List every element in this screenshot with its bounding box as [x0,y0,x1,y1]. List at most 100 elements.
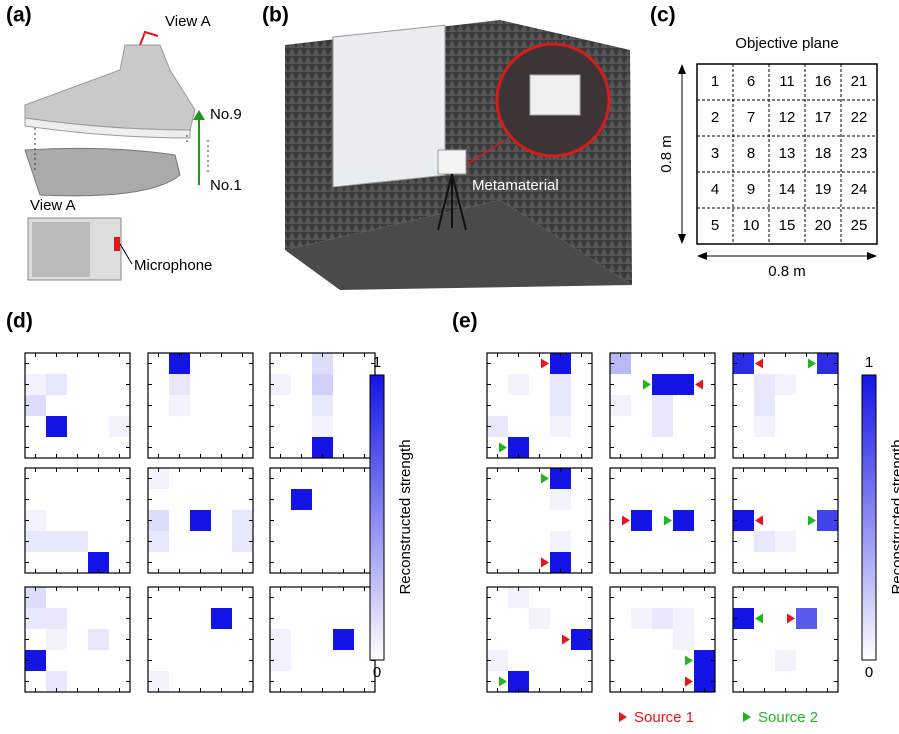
heatmap-cell [673,510,694,531]
width-label: 0.8 m [768,263,806,280]
heatmap-cell [169,395,190,416]
heatmap-cell [88,608,109,629]
heatmap-cell [312,489,333,510]
heatmap-cell [190,650,211,671]
heatmap-cell [312,510,333,531]
heatmap-cell [291,629,312,650]
cell-number: 1 [711,73,719,90]
heatmap-cell [631,629,652,650]
heatmap-cell [312,531,333,552]
cell-number: 18 [815,145,832,162]
cell-number: 17 [815,109,832,126]
heatmap-cell [508,629,529,650]
panel-label: (c) [650,4,676,27]
heatmap-cell [333,416,354,437]
panel-a-drawing [25,32,208,280]
heatmap-cell [631,608,652,629]
heatmap-cell [652,531,673,552]
heatmap-cell [796,650,817,671]
heatmap-cell [211,531,232,552]
heatmap-cell [673,608,694,629]
heatmap-cell [508,531,529,552]
heatmap-cell [46,416,67,437]
cell-number: 19 [815,181,832,198]
heatmap-cell [46,395,67,416]
heatmap-cell [169,608,190,629]
heatmap-cell [631,650,652,671]
heatmap-cell [333,531,354,552]
cell-number: 13 [779,145,796,162]
heatmap-cell [775,395,796,416]
view-label: View A [165,13,211,30]
heatmap-cell [169,510,190,531]
panel-c-title: Objective plane [735,35,838,52]
heatmap-cell [46,531,67,552]
heatmap-cell [529,416,550,437]
heatmap-cell [211,510,232,531]
heatmap-cell [211,489,232,510]
heatmap-cell [46,629,67,650]
heatmap-cell [169,650,190,671]
heatmap-cell [754,416,775,437]
heatmap-cell [312,608,333,629]
heatmap-cell [529,510,550,531]
heatmap-cell [169,629,190,650]
heatmap-cell [775,531,796,552]
heatmap-cell [88,416,109,437]
heatmap-cell [67,374,88,395]
layer-label: No.1 [210,177,242,194]
heatmap-cell [673,416,694,437]
heatmap-cell [291,608,312,629]
heatmap-cell [333,629,354,650]
heatmap-cell [796,531,817,552]
heatmap-cell [46,608,67,629]
heatmap-cell [67,650,88,671]
heatmap-cell [333,395,354,416]
colorbar [370,375,384,660]
heatmap-cell [169,531,190,552]
cell-number: 20 [815,217,832,234]
heatmap-cell [88,531,109,552]
heatmap-cell [312,629,333,650]
heatmap-cell [508,489,529,510]
cell-number: 11 [779,73,795,90]
legend-label: Source 2 [758,709,818,726]
heatmap-cell [631,416,652,437]
heatmap-cell [529,650,550,671]
heatmap-cell [673,374,694,395]
heatmap-cell [67,416,88,437]
heatmap-cell [550,416,571,437]
heatmap-cell [67,489,88,510]
heatmap-cell [88,489,109,510]
cell-number: 8 [747,145,755,162]
heatmap-cell [291,489,312,510]
heatmap-cell [796,395,817,416]
microphone-label: Microphone [134,257,212,274]
heatmap-cell [775,510,796,531]
heatmap-cell [211,374,232,395]
heatmap-cell [333,608,354,629]
panel-label: (d) [6,310,33,333]
cell-number: 5 [711,217,719,234]
colorbar [862,375,876,660]
heatmap-cell [754,395,775,416]
figure: (a) (b) (c) (d) (e) View A No.9 No.1 Vie… [0,0,899,729]
heatmap-cell [88,374,109,395]
heatmap-cell [190,489,211,510]
colorbar-min: 0 [373,664,381,681]
heatmap-cell [190,395,211,416]
heatmap-cell [291,416,312,437]
heatmap-cell [190,416,211,437]
heatmap-cell [88,629,109,650]
cell-number: 6 [747,73,755,90]
heatmap-cell [211,416,232,437]
heatmap-cell [550,510,571,531]
heatmap-cell [190,608,211,629]
height-label: 0.8 m [658,135,675,173]
heatmap-cell [211,608,232,629]
cell-number: 21 [851,73,868,90]
heatmap-cell [529,374,550,395]
cell-number: 7 [747,109,755,126]
heatmap-cell [796,489,817,510]
heatmap-cell [46,374,67,395]
